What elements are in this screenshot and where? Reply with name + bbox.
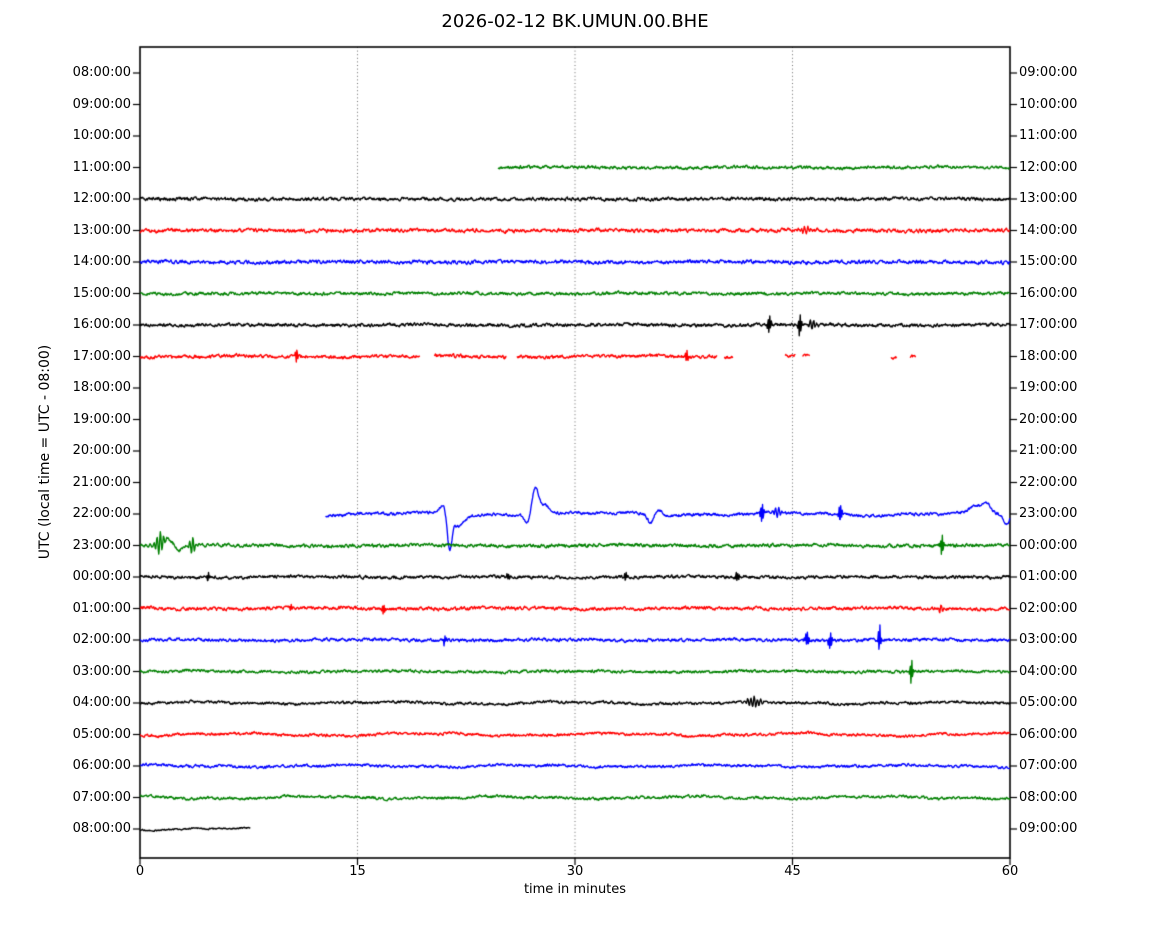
- right-utc-tick-label: 11:00:00: [1019, 128, 1078, 144]
- right-utc-tick-label: 17:00:00: [1019, 317, 1078, 333]
- x-axis-tick-labels: 0 15 30 45 60: [0, 864, 1150, 880]
- right-axis-tick-labels: 09:00:00 10:00:00 11:00:00 12:00:00 13:00:00…: [1019, 57, 1139, 845]
- left-utc-tick-label: 20:00:00: [72, 443, 131, 459]
- left-utc-tick-label: 09:00:00: [72, 96, 131, 112]
- right-utc-tick-label: 19:00:00: [1019, 380, 1078, 396]
- right-utc-tick-label: 09:00:00: [1019, 821, 1078, 837]
- left-utc-tick-label: 16:00:00: [72, 317, 131, 333]
- right-utc-tick-label: 01:00:00: [1019, 569, 1078, 585]
- left-utc-tick-label: 17:00:00: [72, 348, 131, 364]
- left-utc-tick-label: 11:00:00: [72, 159, 131, 175]
- left-utc-tick-label: 12:00:00: [72, 191, 131, 207]
- right-utc-tick-label: 02:00:00: [1019, 600, 1078, 616]
- right-utc-tick-label: 03:00:00: [1019, 632, 1078, 648]
- left-utc-tick-label: 22:00:00: [72, 506, 131, 522]
- left-utc-tick-label: 15:00:00: [72, 285, 131, 301]
- right-utc-tick-label: 20:00:00: [1019, 411, 1078, 427]
- right-utc-tick-label: 05:00:00: [1019, 695, 1078, 711]
- left-utc-tick-label: 05:00:00: [72, 726, 131, 742]
- right-utc-tick-label: 08:00:00: [1019, 789, 1078, 805]
- right-utc-tick-label: 23:00:00: [1019, 506, 1078, 522]
- right-utc-tick-label: 09:00:00: [1019, 65, 1078, 81]
- left-utc-tick-label: 07:00:00: [72, 789, 131, 805]
- right-utc-tick-label: 10:00:00: [1019, 96, 1078, 112]
- x-tick-label: 30: [566, 864, 584, 879]
- x-tick-label: 15: [349, 864, 366, 879]
- left-utc-tick-label: 21:00:00: [72, 474, 131, 490]
- x-tick-label: 0: [135, 864, 145, 879]
- right-utc-tick-label: 21:00:00: [1019, 443, 1078, 459]
- left-utc-tick-label: 08:00:00: [72, 65, 131, 81]
- left-utc-tick-label: 14:00:00: [72, 254, 131, 270]
- right-utc-tick-label: 14:00:00: [1019, 222, 1078, 238]
- left-utc-tick-label: 18:00:00: [72, 380, 131, 396]
- right-utc-tick-label: 04:00:00: [1019, 663, 1078, 679]
- left-utc-tick-label: 01:00:00: [72, 600, 131, 616]
- left-utc-tick-label: 02:00:00: [72, 632, 131, 648]
- right-utc-tick-label: 16:00:00: [1019, 285, 1078, 301]
- right-utc-tick-label: 15:00:00: [1019, 254, 1078, 270]
- right-utc-tick-label: 18:00:00: [1019, 348, 1078, 364]
- left-utc-tick-label: 23:00:00: [72, 537, 131, 553]
- right-utc-tick-label: 22:00:00: [1019, 474, 1078, 490]
- left-utc-tick-label: 10:00:00: [72, 128, 131, 144]
- right-utc-tick-label: 13:00:00: [1019, 191, 1078, 207]
- x-axis-label: time in minutes: [523, 882, 627, 897]
- x-tick-label: 45: [784, 864, 801, 879]
- right-utc-tick-label: 12:00:00: [1019, 159, 1078, 175]
- chart-title: 2026-02-12 BK.UMUN.00.BHE: [441, 11, 709, 32]
- left-axis-tick-labels: 08:00:00 09:00:00 10:00:00 11:00:00 12:00:00…: [0, 57, 131, 845]
- right-utc-tick-label: 06:00:00: [1019, 726, 1078, 742]
- left-utc-tick-label: 00:00:00: [72, 569, 131, 585]
- right-utc-tick-label: 00:00:00: [1019, 537, 1078, 553]
- left-utc-tick-label: 03:00:00: [72, 663, 131, 679]
- x-tick-label: 60: [1001, 864, 1019, 879]
- left-utc-tick-label: 06:00:00: [72, 758, 131, 774]
- left-utc-tick-label: 19:00:00: [72, 411, 131, 427]
- left-utc-tick-label: 13:00:00: [72, 222, 131, 238]
- left-utc-tick-label: 04:00:00: [72, 695, 131, 711]
- left-utc-tick-label: 08:00:00: [72, 821, 131, 837]
- right-utc-tick-label: 07:00:00: [1019, 758, 1078, 774]
